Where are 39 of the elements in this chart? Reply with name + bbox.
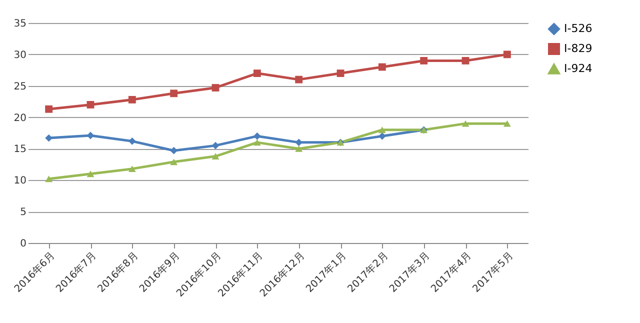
point xyxy=(336,70,344,77)
point xyxy=(212,84,220,92)
y-tick-label: 5 xyxy=(20,207,26,218)
point xyxy=(253,70,261,77)
point xyxy=(128,166,136,172)
point xyxy=(86,132,94,140)
point xyxy=(86,101,94,108)
point xyxy=(253,132,261,140)
point xyxy=(378,132,386,140)
y-tick-label: 30 xyxy=(14,50,26,61)
y-tick-label: 25 xyxy=(14,81,26,92)
y-tick-label: 35 xyxy=(14,18,26,30)
point xyxy=(170,158,178,166)
point xyxy=(170,146,178,154)
point xyxy=(462,57,470,64)
y-tick-label: 10 xyxy=(14,176,26,187)
point xyxy=(295,76,303,84)
point xyxy=(212,142,220,150)
point xyxy=(378,63,386,71)
legend-label: I-526 xyxy=(564,22,592,35)
point xyxy=(45,105,53,113)
point xyxy=(295,146,303,152)
legend-label: I-924 xyxy=(564,62,592,75)
point xyxy=(86,170,94,178)
y-tick-label: 20 xyxy=(14,112,26,124)
point xyxy=(128,137,136,145)
point xyxy=(503,120,511,127)
point xyxy=(462,120,470,127)
point xyxy=(253,139,261,146)
point xyxy=(170,90,178,98)
point xyxy=(128,96,136,104)
point xyxy=(378,126,386,134)
y-tick-label: 0 xyxy=(20,238,26,250)
y-tick-label: 15 xyxy=(14,144,26,156)
point xyxy=(503,50,511,58)
point xyxy=(45,176,53,182)
point xyxy=(212,153,220,160)
point xyxy=(420,57,428,64)
legend-label: I-829 xyxy=(564,42,592,55)
